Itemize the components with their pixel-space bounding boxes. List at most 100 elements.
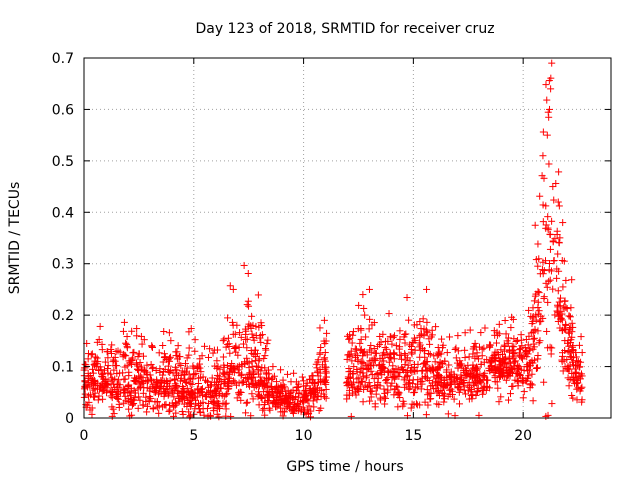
data-point (349, 331, 357, 339)
data-point (357, 335, 365, 343)
data-point (560, 257, 568, 265)
data-point (316, 324, 324, 332)
data-point (314, 358, 322, 366)
data-point (469, 361, 477, 369)
data-point (224, 378, 232, 386)
data-point (133, 332, 141, 340)
data-point (96, 363, 104, 371)
data-point (565, 365, 573, 373)
data-point (171, 380, 179, 388)
data-point (96, 322, 104, 330)
data-point (225, 379, 233, 387)
data-point (542, 224, 550, 232)
data-point (497, 346, 505, 354)
data-point (98, 387, 106, 395)
data-point (92, 381, 100, 389)
data-point (123, 333, 131, 341)
data-point (528, 370, 536, 378)
data-point (190, 370, 198, 378)
data-point (515, 346, 523, 354)
data-point (121, 363, 129, 371)
data-point (145, 396, 153, 404)
data-point (424, 401, 432, 409)
data-point (131, 377, 139, 385)
data-point (159, 341, 167, 349)
data-point (527, 380, 535, 388)
data-point (220, 361, 228, 369)
data-point (370, 344, 378, 352)
data-point (302, 382, 310, 390)
data-point (175, 389, 183, 397)
data-point (83, 401, 91, 409)
data-point (113, 370, 121, 378)
data-point (104, 354, 112, 362)
data-point (257, 338, 265, 346)
data-point (285, 402, 293, 410)
data-point (382, 337, 390, 345)
data-point (155, 402, 163, 410)
data-point (440, 395, 448, 403)
data-point (571, 370, 579, 378)
data-point (203, 378, 211, 386)
data-point (548, 344, 556, 352)
data-point (405, 379, 413, 387)
data-point (370, 319, 378, 327)
data-point (226, 349, 234, 357)
data-point (414, 360, 422, 368)
data-point (398, 355, 406, 363)
data-point (137, 372, 145, 380)
data-point (362, 374, 370, 382)
data-point (290, 369, 298, 377)
data-point (367, 387, 375, 395)
data-point (569, 346, 577, 354)
data-point (530, 334, 538, 342)
data-point (170, 386, 178, 394)
data-point (494, 384, 502, 392)
data-point (103, 381, 111, 389)
data-point (247, 324, 255, 332)
data-point (493, 339, 501, 347)
x-tick-label: 0 (80, 428, 89, 444)
data-point (98, 380, 106, 388)
data-point (201, 342, 209, 350)
data-point (311, 390, 319, 398)
data-point (384, 367, 392, 375)
data-point (425, 335, 433, 343)
data-point (455, 361, 463, 369)
data-point (502, 366, 510, 374)
data-point (315, 406, 323, 414)
data-point (120, 375, 128, 383)
data-point (404, 379, 412, 387)
data-point (345, 381, 353, 389)
data-point (433, 389, 441, 397)
data-point (564, 348, 572, 356)
data-point (555, 239, 563, 247)
data-point (452, 354, 460, 362)
data-point (229, 285, 237, 293)
data-point (420, 347, 428, 355)
data-point (536, 318, 544, 326)
data-point (450, 395, 458, 403)
data-point (510, 335, 518, 343)
data-point (445, 371, 453, 379)
data-point (238, 370, 246, 378)
data-point (555, 202, 563, 210)
data-point (529, 397, 537, 405)
data-point (543, 327, 551, 335)
data-point (256, 373, 264, 381)
data-point (438, 335, 446, 343)
data-point (462, 390, 470, 398)
data-point (213, 357, 221, 365)
data-point (562, 276, 570, 284)
data-point (380, 364, 388, 372)
data-point (388, 340, 396, 348)
data-point (434, 378, 442, 386)
data-point (500, 341, 508, 349)
data-point (526, 345, 534, 353)
data-point (248, 363, 256, 371)
data-point (133, 325, 141, 333)
data-point (115, 376, 123, 384)
data-point (229, 321, 237, 329)
data-point (88, 365, 96, 373)
data-point (279, 376, 287, 384)
